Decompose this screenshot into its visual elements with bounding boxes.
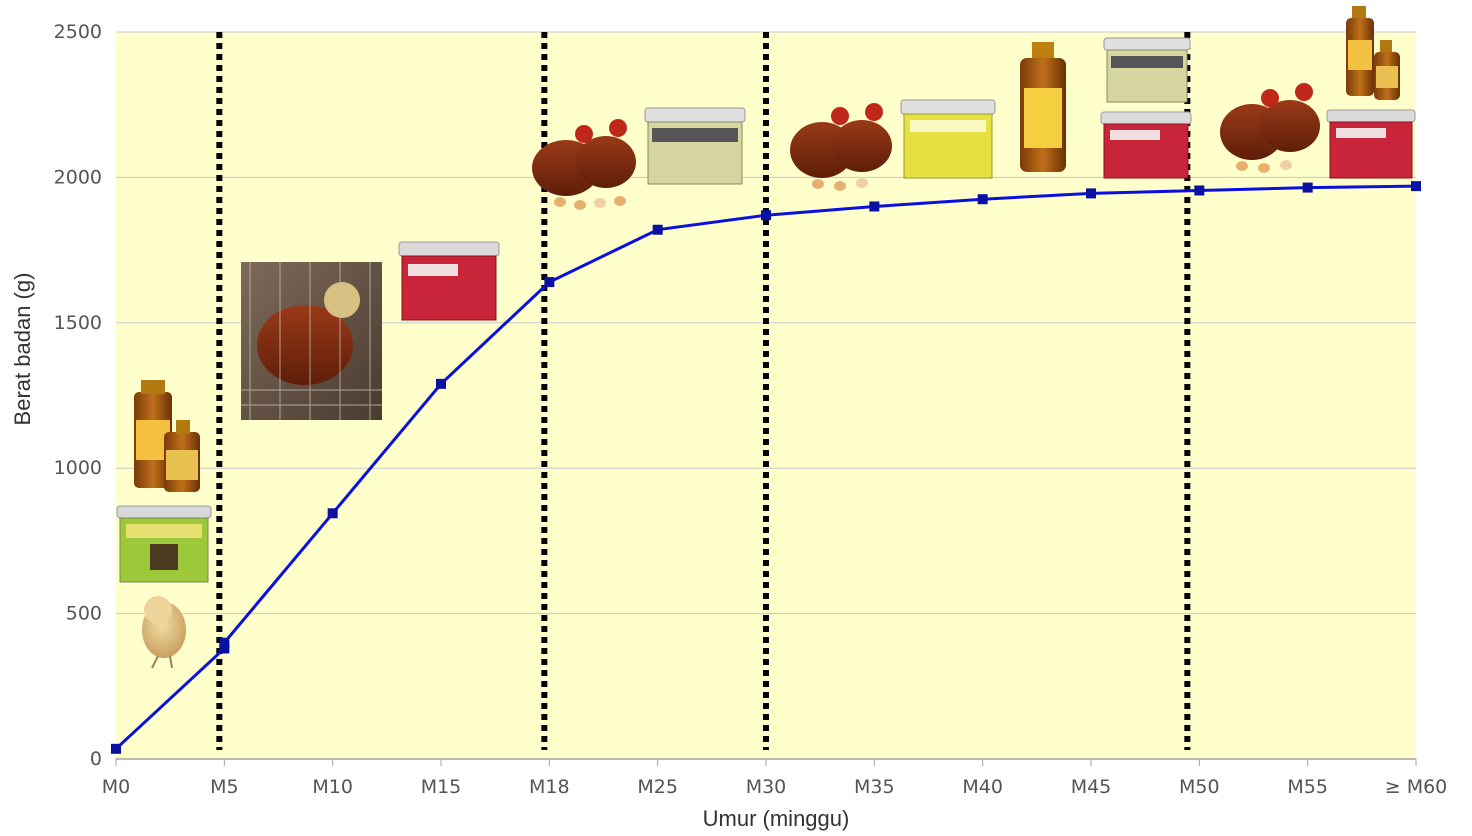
supplement-tub-green [116, 505, 212, 583]
x-tick-label: M50 [1179, 776, 1220, 798]
supplement-bottles [134, 380, 200, 492]
y-tick-label: 0 [90, 748, 102, 770]
fortevit-tub [398, 241, 500, 321]
data-point [1194, 185, 1205, 196]
data-point [761, 210, 771, 221]
x-tick-label: M55 [1287, 776, 1328, 798]
data-point [436, 378, 446, 389]
x-tick-label: M45 [1071, 776, 1112, 798]
x-tick-label: M30 [746, 776, 787, 798]
x-axis-ticks: M0 M5 M10 M15 M18 M25 M30 M35 M40 M45 M50 M55 ≥ M60 [102, 759, 1448, 798]
supplement-tub-grey [644, 107, 746, 185]
data-point [219, 637, 230, 648]
data-point [977, 194, 988, 205]
illustrations [116, 6, 1416, 669]
data-point [327, 508, 338, 519]
y-tick-label: 500 [66, 603, 102, 625]
supplement-bottle [1020, 42, 1066, 172]
hens-with-eggs-photo [532, 119, 636, 210]
y-tick-label: 1500 [54, 312, 102, 334]
data-point [1086, 188, 1096, 199]
x-tick-label: M25 [637, 776, 678, 798]
supplement-tub-grey [1103, 37, 1191, 103]
phase-dividers [216, 32, 1191, 750]
hens-with-eggs-photo [1220, 83, 1320, 173]
chick-photo [142, 596, 186, 669]
data-markers [111, 181, 1421, 754]
fortevit-tub [1326, 109, 1416, 179]
data-point [544, 277, 555, 288]
x-tick-label: ≥ M60 [1385, 776, 1448, 798]
data-point [219, 643, 230, 654]
x-tick-label: M5 [210, 776, 238, 798]
data-point [1302, 182, 1313, 193]
x-tick-label: M0 [102, 776, 130, 798]
hen-in-cage-photo [241, 262, 382, 420]
x-axis-title: Umur (minggu) [703, 806, 850, 831]
x-tick-label: M10 [312, 776, 353, 798]
x-tick-label: M15 [421, 776, 462, 798]
x-tick-label: M18 [529, 776, 570, 798]
y-axis-ticks: 0 500 1000 1500 2000 2500 [54, 21, 102, 770]
data-point [1411, 181, 1421, 192]
y-tick-label: 2000 [54, 166, 102, 188]
x-tick-label: M35 [854, 776, 895, 798]
y-tick-label: 1000 [54, 457, 102, 479]
supplement-bottles [1346, 6, 1400, 100]
y-tick-label: 2500 [54, 21, 102, 43]
y-axis-title: Berat badan (g) [10, 273, 35, 426]
data-point [111, 743, 121, 754]
series-line [114, 184, 1417, 750]
aminovit-tub [900, 99, 996, 179]
hens-with-eggs-photo [790, 103, 892, 191]
x-tick-label: M40 [962, 776, 1003, 798]
data-point [869, 201, 880, 212]
fortevit-tub [1100, 111, 1192, 179]
data-point [652, 224, 663, 235]
